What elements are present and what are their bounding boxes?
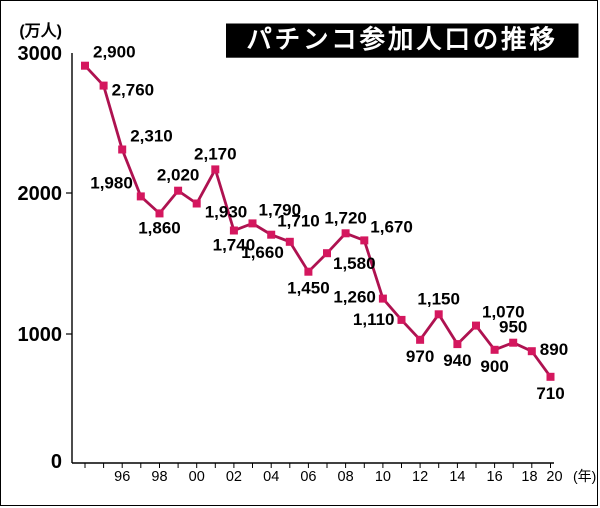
- svg-text:16: 16: [487, 469, 503, 485]
- svg-text:1,710: 1,710: [277, 212, 320, 231]
- svg-text:1,980: 1,980: [90, 173, 133, 192]
- svg-text:940: 940: [443, 351, 471, 370]
- svg-text:2,760: 2,760: [112, 81, 155, 100]
- svg-text:08: 08: [338, 469, 354, 485]
- svg-text:1,150: 1,150: [417, 289, 460, 308]
- svg-text:(万人): (万人): [19, 22, 62, 40]
- svg-text:00: 00: [189, 469, 205, 485]
- svg-text:1000: 1000: [18, 324, 63, 346]
- svg-text:18: 18: [521, 469, 537, 485]
- svg-text:950: 950: [499, 318, 527, 337]
- svg-text:98: 98: [151, 469, 167, 485]
- svg-text:1,580: 1,580: [333, 254, 376, 273]
- svg-text:2000: 2000: [18, 183, 63, 205]
- svg-text:2,170: 2,170: [194, 144, 237, 163]
- svg-text:10: 10: [375, 469, 391, 485]
- svg-text:1,930: 1,930: [205, 203, 248, 222]
- svg-text:1,450: 1,450: [287, 279, 330, 298]
- svg-text:3000: 3000: [18, 43, 63, 65]
- svg-text:(年): (年): [573, 468, 596, 484]
- svg-text:パチンコ参加人口の推移: パチンコ参加人口の推移: [246, 25, 557, 54]
- svg-text:14: 14: [449, 469, 465, 485]
- svg-text:890: 890: [540, 340, 568, 359]
- svg-text:04: 04: [263, 469, 279, 485]
- svg-text:1,860: 1,860: [138, 218, 181, 237]
- svg-text:1,660: 1,660: [241, 243, 284, 262]
- svg-text:20: 20: [546, 469, 562, 485]
- svg-text:900: 900: [480, 357, 508, 376]
- svg-text:2,310: 2,310: [130, 127, 173, 146]
- svg-text:2,900: 2,900: [93, 43, 136, 62]
- svg-text:1,670: 1,670: [370, 217, 413, 236]
- svg-text:0: 0: [51, 451, 62, 473]
- svg-text:2,020: 2,020: [157, 166, 200, 185]
- svg-text:06: 06: [300, 469, 316, 485]
- svg-text:710: 710: [536, 384, 564, 403]
- svg-text:1,110: 1,110: [353, 310, 395, 329]
- svg-text:1,720: 1,720: [324, 208, 367, 227]
- svg-text:02: 02: [226, 469, 242, 485]
- svg-text:1,260: 1,260: [333, 288, 376, 307]
- svg-text:96: 96: [114, 469, 130, 485]
- svg-text:970: 970: [406, 347, 434, 366]
- svg-text:12: 12: [412, 469, 428, 485]
